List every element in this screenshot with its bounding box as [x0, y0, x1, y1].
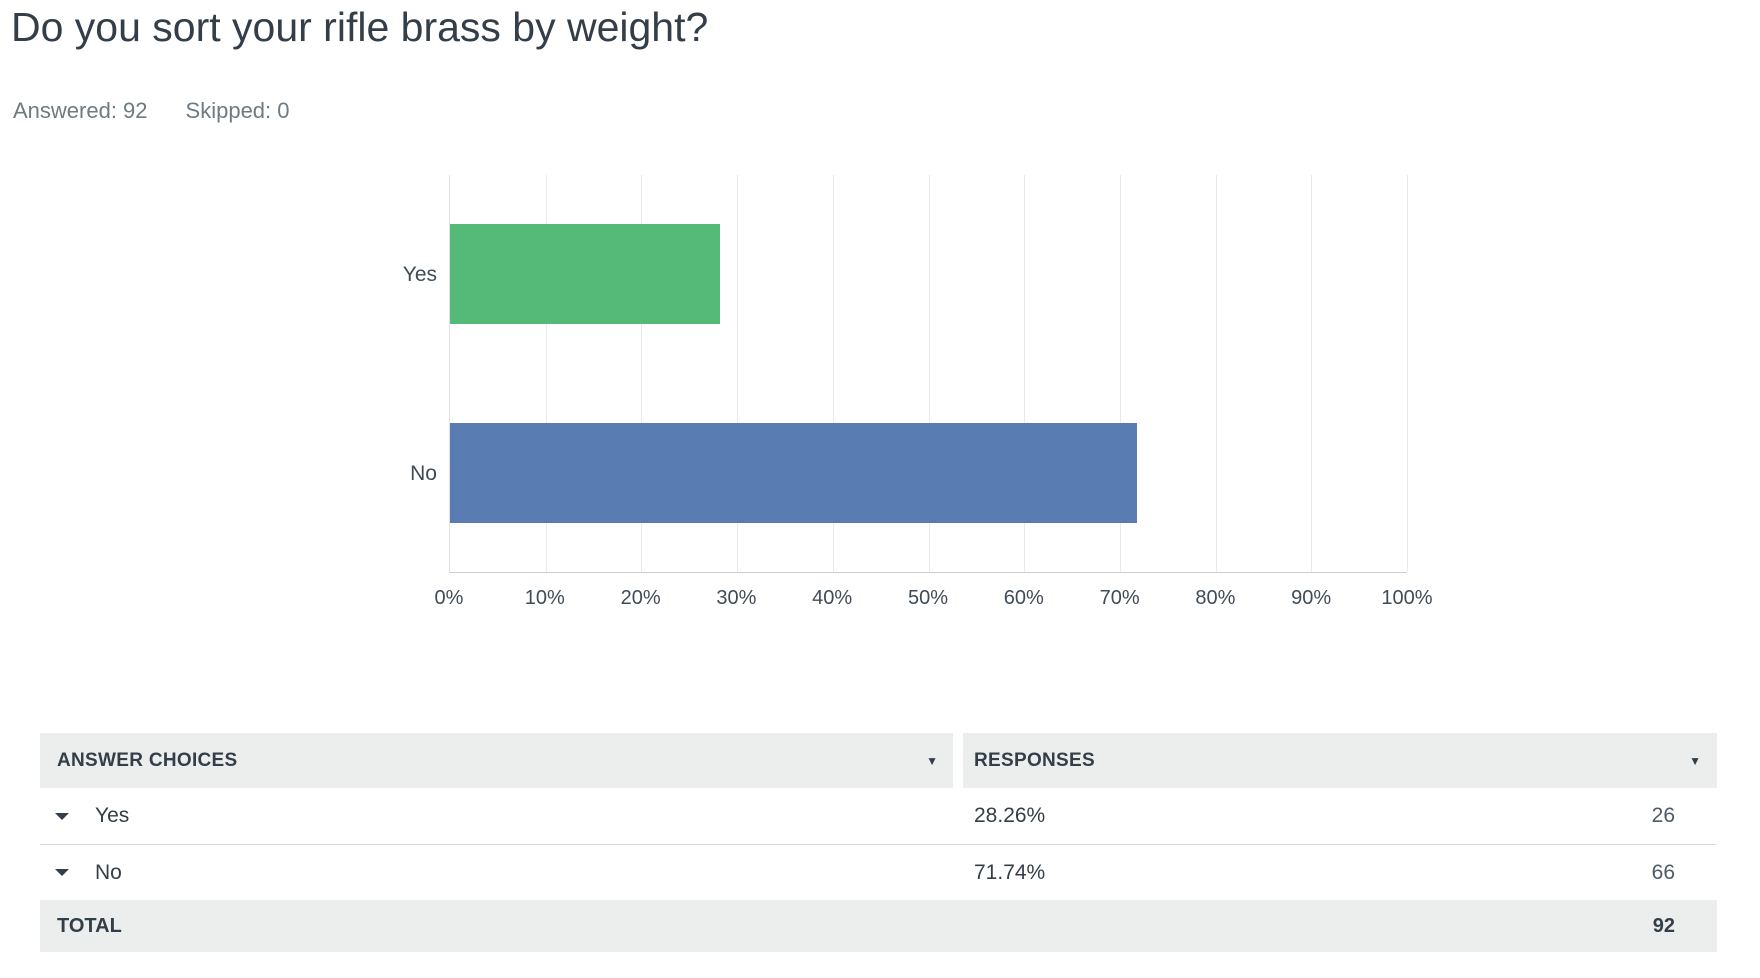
gridline	[832, 175, 834, 572]
x-tick-label: 40%	[812, 587, 853, 609]
table-header-row: ANSWER CHOICES ▼ RESPONSES ▼	[40, 733, 1717, 788]
gridline	[1215, 175, 1217, 572]
x-axis: 0% 10% 20% 30% 40% 50% 60% 70% 80% 90% 100%	[435, 579, 1433, 619]
x-tick-label: 50%	[907, 587, 949, 609]
x-tick-label: 10%	[524, 587, 565, 609]
gridline	[1311, 175, 1313, 572]
total-row: TOTAL 92	[40, 900, 1717, 952]
x-tick-label: 20%	[620, 587, 661, 609]
response-percent: 71.74%	[974, 860, 1046, 884]
responses-header-label: RESPONSES	[974, 749, 1095, 771]
results-table: ANSWER CHOICES ▼ RESPONSES ▼ Yes 28.26% 26…	[40, 733, 1717, 952]
choice-label: Yes	[95, 804, 130, 827]
x-tick-label: 70%	[1099, 587, 1140, 609]
chart-band-no: No	[410, 374, 1407, 573]
sort-caret-icon[interactable]: ▼	[1689, 753, 1701, 768]
answer-choice-cell: Yes	[40, 804, 963, 828]
gridline	[641, 175, 643, 572]
table-row-no: No 71.74% 66	[40, 845, 1717, 900]
bar-no	[450, 423, 1137, 523]
choice-label: No	[95, 860, 122, 884]
expand-caret-icon[interactable]	[55, 812, 69, 820]
header-cell-responses[interactable]: RESPONSES ▼	[963, 733, 1717, 788]
response-percent: 28.26%	[974, 804, 1046, 827]
bar-chart: Yes No 0% 10% 20% 30% 40% 50% 60% 70% 80% 90% 100%	[403, 175, 1433, 619]
table-body: Yes 28.26% 26 No 71.74% 66	[40, 788, 1717, 900]
gridline	[1119, 175, 1121, 572]
skipped-count: Skipped: 0	[185, 98, 290, 123]
chart-band-yes: Yes	[403, 175, 1407, 374]
gridline	[545, 175, 547, 572]
bar-yes	[450, 224, 721, 324]
category-label-no: No	[410, 461, 437, 485]
response-stats: Answered: 92 Skipped: 0	[13, 98, 290, 124]
plot-area: Yes No	[403, 175, 1408, 573]
header-cell-answer-choices[interactable]: ANSWER CHOICES ▼	[40, 733, 953, 788]
table-row-yes: Yes 28.26% 26	[40, 788, 1717, 845]
x-tick-label: 60%	[1003, 587, 1044, 609]
response-count: 26	[1651, 804, 1675, 827]
category-label-yes: Yes	[402, 262, 437, 286]
x-tick-label: 30%	[716, 587, 757, 609]
expand-caret-icon[interactable]	[55, 869, 69, 876]
answer-choice-cell: No	[40, 861, 963, 885]
sort-caret-icon[interactable]: ▼	[926, 753, 938, 768]
response-count: 66	[1651, 860, 1675, 884]
answer-choices-header-label: ANSWER CHOICES	[57, 749, 238, 771]
total-label: TOTAL	[57, 914, 122, 937]
response-cell: 28.26% 26	[963, 804, 1717, 828]
gridline	[928, 175, 930, 572]
x-tick-label: 0%	[434, 587, 464, 609]
gridline	[1024, 175, 1026, 572]
answered-count: Answered: 92	[13, 98, 148, 123]
total-value: 92	[1652, 914, 1675, 937]
response-cell: 71.74% 66	[963, 861, 1717, 885]
question-title: Do you sort your rifle brass by weight?	[11, 4, 709, 50]
x-tick-label: 90%	[1291, 587, 1332, 609]
x-tick-label: 100%	[1381, 587, 1433, 609]
gridline	[737, 175, 739, 572]
gridline	[1407, 175, 1408, 572]
x-tick-label: 80%	[1195, 587, 1236, 609]
